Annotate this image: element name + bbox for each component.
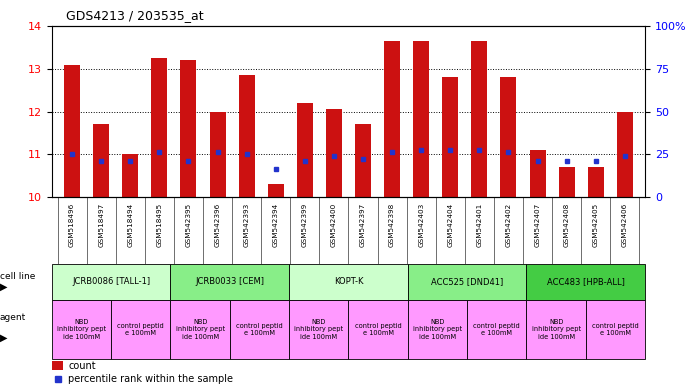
Text: GDS4213 / 203535_at: GDS4213 / 203535_at [66,9,203,22]
Text: agent: agent [0,313,26,322]
Bar [181,60,197,197]
Bar [500,78,516,197]
Text: GSM542402: GSM542402 [506,202,511,247]
Text: ACC483 [HPB-ALL]: ACC483 [HPB-ALL] [547,277,624,286]
Text: JCRB0086 [TALL-1]: JCRB0086 [TALL-1] [72,277,150,286]
Text: GSM542399: GSM542399 [302,202,308,247]
Bar [471,41,487,197]
Bar [122,154,138,197]
Bar [526,264,645,300]
Text: GSM542394: GSM542394 [273,202,279,247]
Text: control peptid
e 100mM: control peptid e 100mM [473,323,520,336]
Text: JCRB0033 [CEM]: JCRB0033 [CEM] [195,277,264,286]
Bar [230,300,289,359]
Text: GSM542395: GSM542395 [186,202,191,247]
Bar [355,124,371,197]
Bar [526,300,586,359]
Bar [529,150,546,197]
Text: ▶: ▶ [0,282,8,292]
Bar [151,58,168,197]
Text: percentile rank within the sample: percentile rank within the sample [68,374,233,384]
Bar [442,78,458,197]
Bar [210,112,226,197]
Text: GSM542406: GSM542406 [622,202,628,247]
Text: ▶: ▶ [0,333,8,343]
Text: GSM518494: GSM518494 [127,202,133,247]
Bar [289,300,348,359]
Bar [297,103,313,197]
Text: GSM542408: GSM542408 [564,202,570,247]
Text: GSM518495: GSM518495 [157,202,162,247]
Bar [52,361,63,370]
Text: NBD
inhibitory pept
ide 100mM: NBD inhibitory pept ide 100mM [57,319,106,340]
Text: GSM542407: GSM542407 [535,202,540,247]
Text: cell line: cell line [0,272,35,281]
Text: control peptid
e 100mM: control peptid e 100mM [236,323,283,336]
Text: NBD
inhibitory pept
ide 100mM: NBD inhibitory pept ide 100mM [294,319,344,340]
Bar [467,300,526,359]
Bar [348,300,408,359]
Text: GSM542404: GSM542404 [447,202,453,247]
Bar [289,264,408,300]
Bar [93,124,109,197]
Bar [170,264,289,300]
Bar [170,300,230,359]
Bar [408,300,467,359]
Text: GSM542393: GSM542393 [244,202,250,247]
Bar [64,65,80,197]
Text: GSM542405: GSM542405 [593,202,599,247]
Text: GSM542398: GSM542398 [389,202,395,247]
Bar [268,184,284,197]
Bar [111,300,170,359]
Text: control peptid
e 100mM: control peptid e 100mM [355,323,402,336]
Text: GSM518496: GSM518496 [69,202,75,247]
Bar [559,167,575,197]
Text: GSM542401: GSM542401 [476,202,482,247]
Bar [408,264,526,300]
Text: NBD
inhibitory pept
ide 100mM: NBD inhibitory pept ide 100mM [413,319,462,340]
Text: count: count [68,361,96,371]
Text: GSM542403: GSM542403 [418,202,424,247]
Bar [52,300,111,359]
Bar [586,300,645,359]
Bar [326,109,342,197]
Text: control peptid
e 100mM: control peptid e 100mM [117,323,164,336]
Bar [239,75,255,197]
Bar [413,41,429,197]
Text: GSM542400: GSM542400 [331,202,337,247]
Text: GSM542396: GSM542396 [215,202,221,247]
Text: KOPT-K: KOPT-K [334,277,363,286]
Bar [52,264,170,300]
Bar [588,167,604,197]
Text: GSM518497: GSM518497 [98,202,104,247]
Text: ACC525 [DND41]: ACC525 [DND41] [431,277,503,286]
Bar [617,112,633,197]
Text: NBD
inhibitory pept
ide 100mM: NBD inhibitory pept ide 100mM [531,319,581,340]
Bar [384,41,400,197]
Text: NBD
inhibitory pept
ide 100mM: NBD inhibitory pept ide 100mM [175,319,225,340]
Text: GSM542397: GSM542397 [360,202,366,247]
Text: control peptid
e 100mM: control peptid e 100mM [592,323,639,336]
